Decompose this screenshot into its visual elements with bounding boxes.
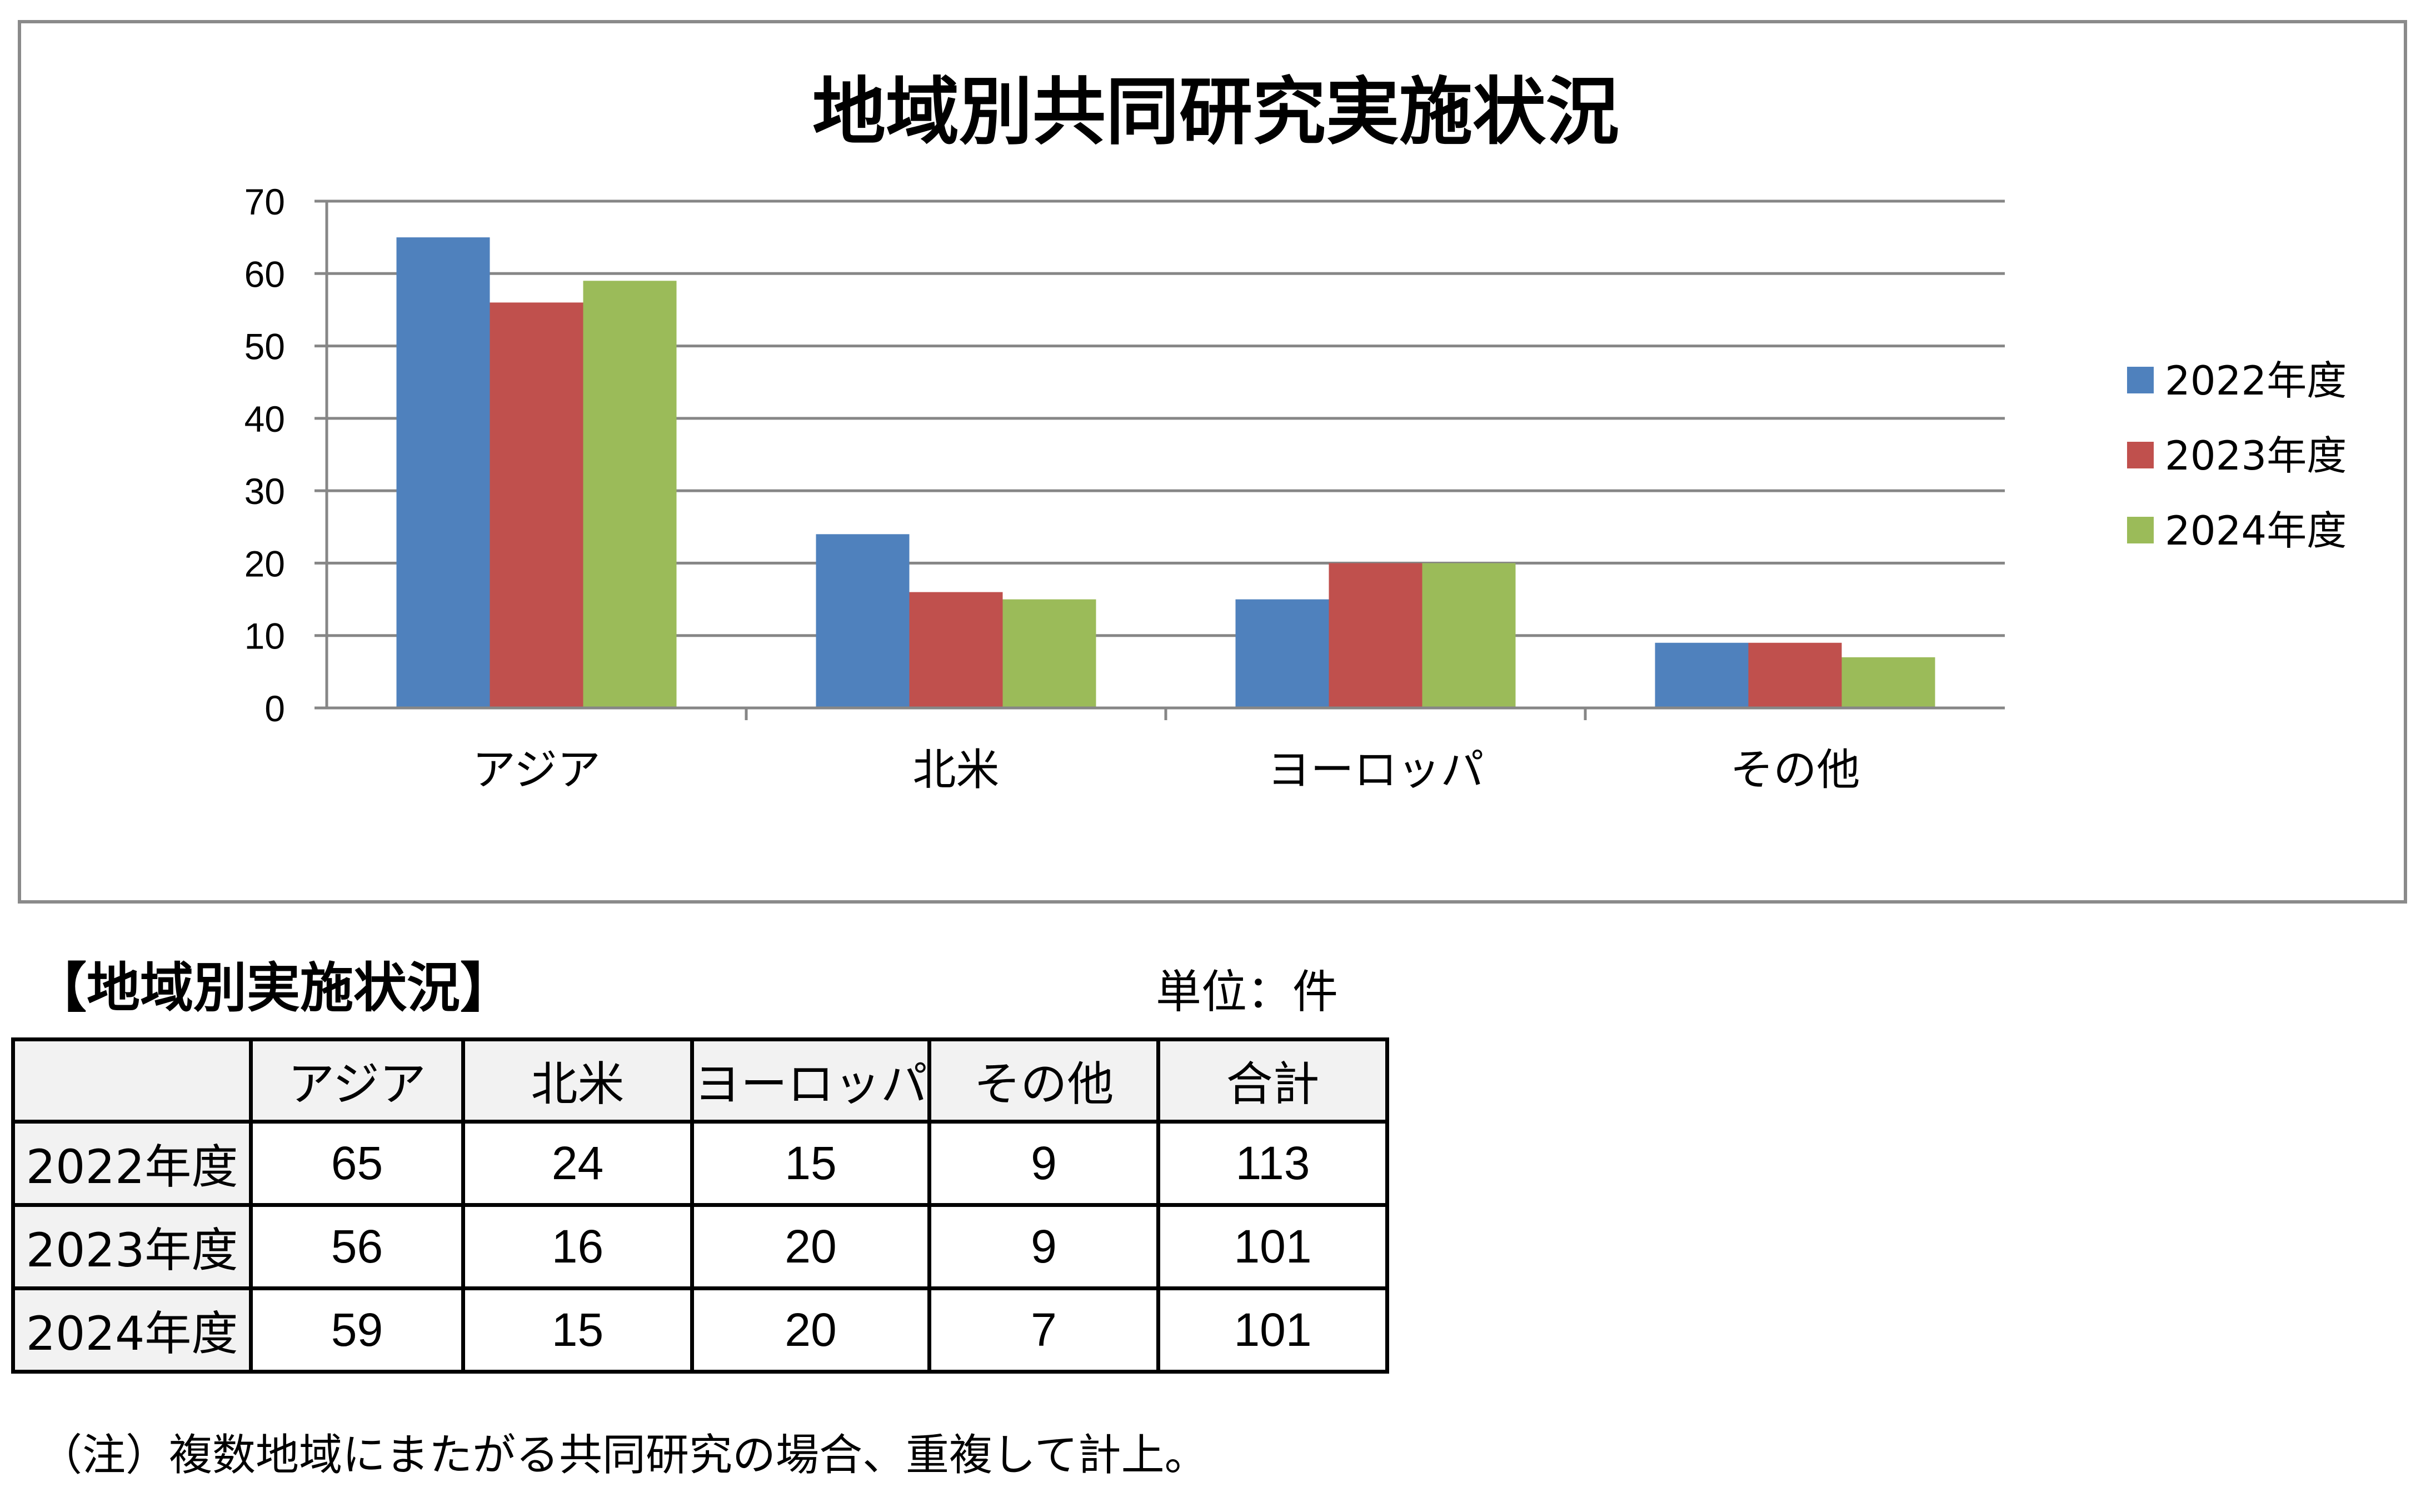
table-cell: 9 [927,1203,1161,1290]
chart-frame: 0 10 20 30 40 50 60 70 アジア 北米 ヨーロッパ その他 2022年度 2023年… [18,20,2407,904]
y-tick-label: 30 [244,471,285,512]
axes [315,199,2005,720]
bar [1002,599,1096,708]
table-header-row: アジア 北米 ヨーロッパ その他 合計 [11,1037,1390,1124]
y-tick-label: 0 [264,688,285,729]
header-asia: アジア [249,1037,465,1124]
y-tick-label: 70 [244,181,285,222]
row-label: 2024年度 [11,1286,253,1374]
header-north-america: 北米 [461,1037,694,1124]
bar [490,302,583,708]
x-tick-label: その他 [1730,745,1860,795]
chart-title: 地域別共同研究実施状況 [812,69,1619,155]
bar [396,237,490,708]
bar [583,281,677,708]
x-tick-label: アジア [472,745,601,795]
bar [1329,563,1422,708]
unit-label: 単位：件 [1156,966,1339,1019]
footnote: （注）複数地域にまたがる共同研究の場合、重複して計上。 [39,1430,1208,1480]
table-cell: 15 [461,1286,694,1374]
bar [1841,657,1935,708]
data-table: アジア 北米 ヨーロッパ その他 合計 2022年度 65 24 15 9 11… [11,1037,1390,1374]
y-tick-label: 40 [244,398,285,440]
header-total: 合計 [1156,1037,1390,1124]
legend: 2022年度 2023年度 2024年度 [2127,357,2347,554]
table-cell: 56 [249,1203,465,1290]
legend-label: 2022年度 [2165,357,2347,404]
y-tick-label: 60 [244,253,285,295]
row-label: 2022年度 [11,1120,253,1207]
table-cell: 59 [249,1286,465,1374]
table-title: 【地域別実施状況】 [33,957,513,1019]
legend-swatch [2127,442,2154,468]
bar [816,534,910,708]
header-other: その他 [927,1037,1161,1124]
bar [1235,599,1329,708]
row-label: 2023年度 [11,1203,253,1290]
legend-label: 2023年度 [2165,432,2347,479]
table-cell: 101 [1156,1203,1390,1290]
table-cell: 20 [690,1286,932,1374]
header-europe: ヨーロッパ [690,1037,932,1124]
table-cell: 65 [249,1120,465,1207]
y-tick-label: 50 [244,326,285,367]
x-tick-label: 北米 [912,745,999,795]
table-row: 2023年度 56 16 20 9 101 [11,1203,1390,1290]
table-cell: 7 [927,1286,1161,1374]
header-corner [11,1037,253,1124]
table-cell: 20 [690,1203,932,1290]
table-cell: 101 [1156,1286,1390,1374]
bar [1422,563,1516,708]
table-cell: 15 [690,1120,932,1207]
table-cell: 113 [1156,1120,1390,1207]
table-cell: 9 [927,1120,1161,1207]
table-row: 2024年度 59 15 20 7 101 [11,1286,1390,1374]
bars [396,237,1935,708]
bar [909,592,1003,708]
y-tick-label: 20 [244,543,285,584]
x-tick-label: ヨーロッパ [1267,745,1484,795]
y-tick-label: 10 [244,616,285,657]
table-cell: 24 [461,1120,694,1207]
tick-labels: 0 10 20 30 40 50 60 70 アジア 北米 ヨーロッパ その他 [244,181,1860,795]
legend-swatch [2127,367,2154,393]
table-row: 2022年度 65 24 15 9 113 [11,1120,1390,1207]
legend-swatch [2127,517,2154,543]
legend-label: 2024年度 [2165,507,2347,554]
bar [1748,642,1842,708]
bar-chart: 0 10 20 30 40 50 60 70 アジア 北米 ヨーロッパ その他 2022年度 2023年… [244,69,2347,795]
table-cell: 16 [461,1203,694,1290]
bar [1655,642,1749,708]
